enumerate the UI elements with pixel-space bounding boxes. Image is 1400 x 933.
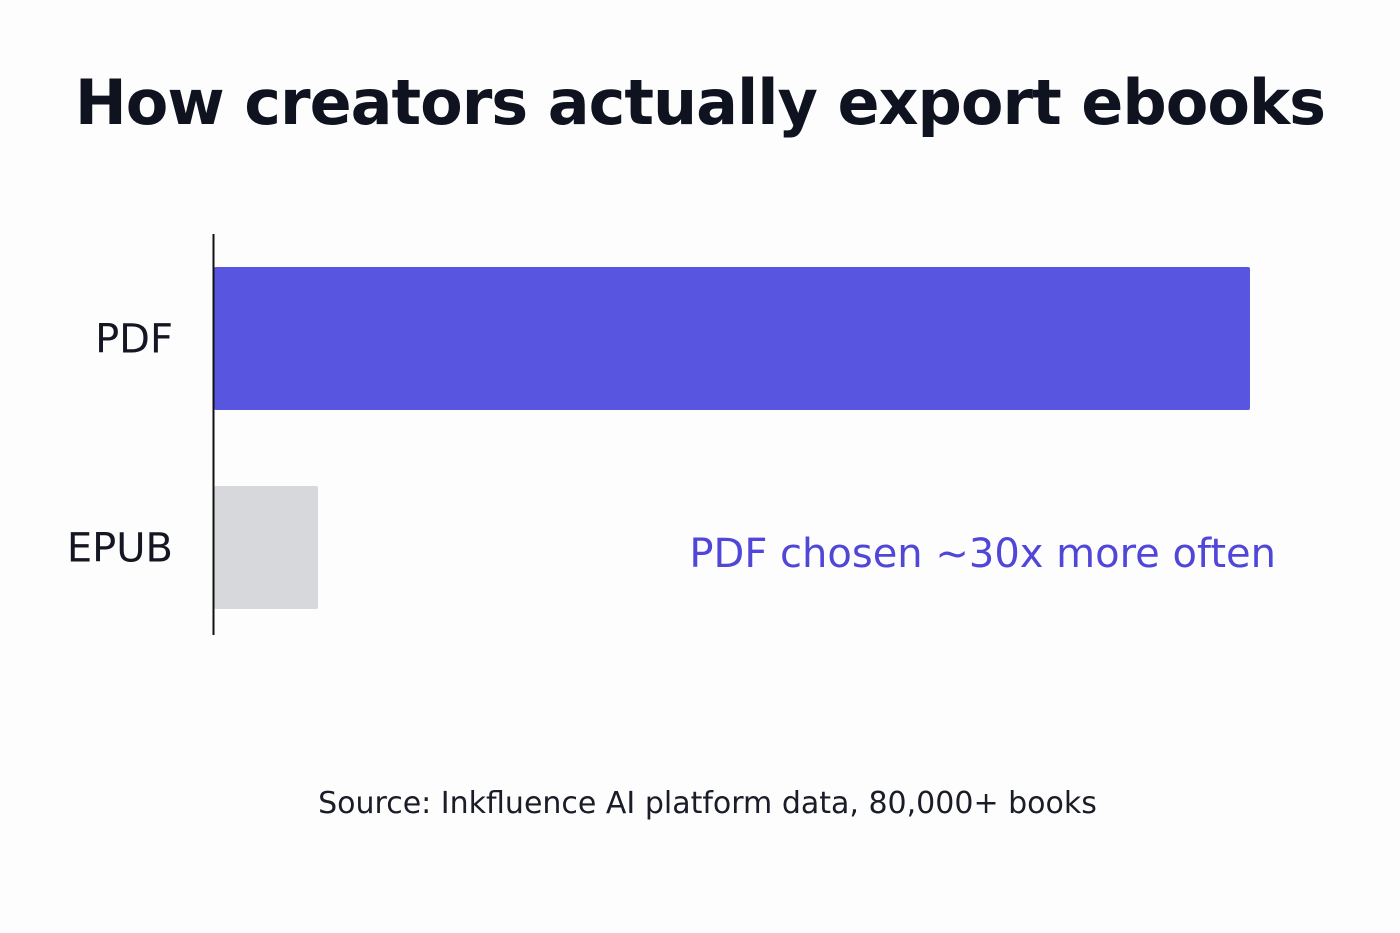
chart-annotation: PDF chosen ~30x more often	[689, 531, 1276, 577]
source-note: Source: Inkfluence AI platform data, 80,…	[318, 786, 1097, 821]
category-labels-layer: PDF EPUB	[67, 317, 173, 572]
category-label-epub: EPUB	[67, 526, 173, 572]
category-label-pdf: PDF	[95, 317, 173, 363]
bars-layer	[214, 267, 1250, 609]
bar-epub	[214, 486, 318, 609]
bar-pdf	[214, 267, 1250, 410]
chart-title: How creators actually export ebooks	[74, 66, 1326, 139]
